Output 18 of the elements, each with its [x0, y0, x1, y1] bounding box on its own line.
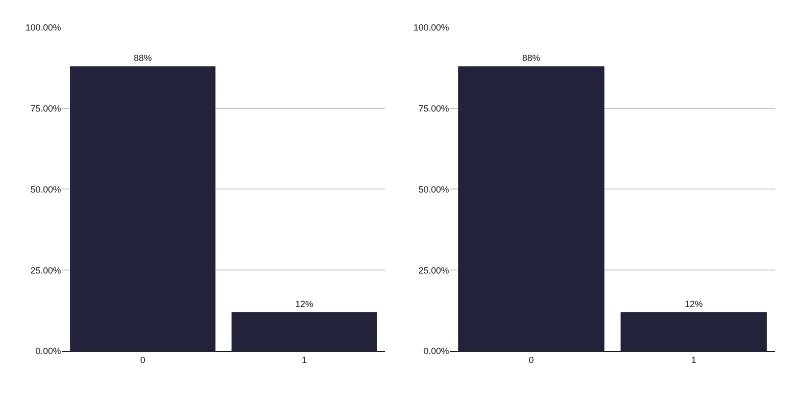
y-tick-label: 25.00%: [418, 265, 449, 276]
data-label: 88%: [522, 53, 540, 64]
y-tick-label: 100.00%: [413, 22, 449, 33]
y-tick-label: 75.00%: [30, 103, 61, 114]
x-tick-label: 1: [302, 354, 307, 365]
y-tick-label: 50.00%: [30, 184, 61, 194]
data-label: 12%: [684, 299, 703, 310]
y-tick-label: 75.00%: [418, 103, 449, 114]
x-tick-label: 0: [140, 354, 146, 365]
data-label: 12%: [295, 299, 314, 310]
y-tick-label: 50.00%: [418, 184, 449, 194]
y-tick-label: 25.00%: [30, 265, 61, 276]
y-tick-label: 0.00%: [35, 346, 61, 356]
x-tick-label: 1: [691, 354, 696, 365]
data-label: 88%: [134, 53, 152, 64]
y-tick-label: 0.00%: [423, 346, 449, 356]
y-tick-label: 100.00%: [25, 22, 61, 33]
x-tick-label: 0: [528, 354, 534, 365]
